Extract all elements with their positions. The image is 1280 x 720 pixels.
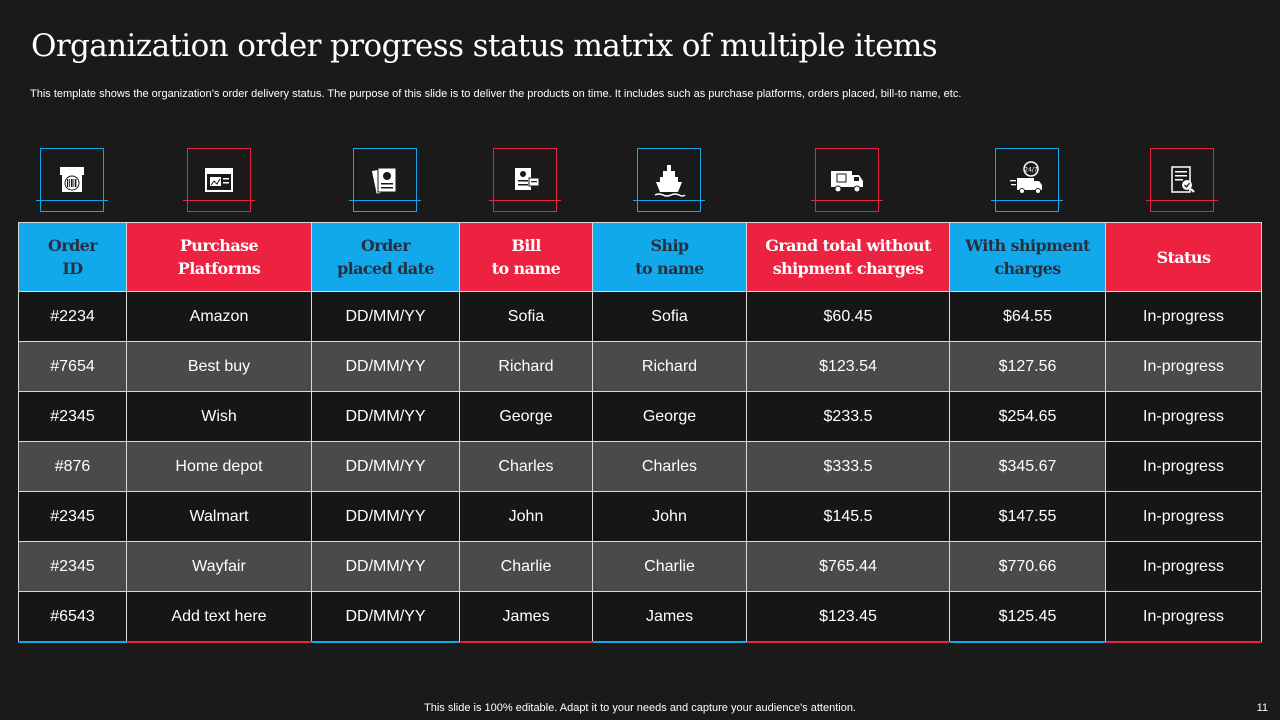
table-row: #2345 Wish DD/MM/YY George George $233.5… xyxy=(18,391,1262,442)
cell-bill-to: Richard xyxy=(459,341,593,392)
cell-grand-total: $765.44 xyxy=(746,541,950,592)
cell-status: In-progress xyxy=(1105,541,1262,592)
cell-grand-total: $145.5 xyxy=(746,491,950,542)
cell-ship-to: Sofia xyxy=(592,291,747,342)
cell-order-id: #2345 xyxy=(18,541,127,592)
cell-order-id: #2234 xyxy=(18,291,127,342)
cell-bill-to: Charles xyxy=(459,441,593,492)
icon-box-bill-to-name xyxy=(489,148,561,212)
order-documents-icon xyxy=(371,167,397,194)
slide-subtitle: This template shows the organization’s o… xyxy=(30,88,962,100)
page-number: 11 xyxy=(1256,702,1268,714)
cell-date: DD/MM/YY xyxy=(311,341,460,392)
header-bill-to-name: Bill to name xyxy=(459,222,593,292)
cell-platform: Home depot xyxy=(126,441,312,492)
cell-with-shipment: $770.66 xyxy=(949,541,1106,592)
barcode-box-icon xyxy=(60,167,84,192)
header-with-shipment: With shipment charges xyxy=(949,222,1106,292)
header-purchase-platforms: Purchase Platforms xyxy=(126,222,312,292)
cell-platform: Add text here xyxy=(126,591,312,643)
cargo-ship-icon xyxy=(654,165,686,197)
table-row: #2234 Amazon DD/MM/YY Sofia Sofia $60.45… xyxy=(18,291,1262,342)
browser-window-icon xyxy=(205,168,233,192)
cell-status: In-progress xyxy=(1105,591,1262,643)
cell-platform: Amazon xyxy=(126,291,312,342)
cell-date: DD/MM/YY xyxy=(311,391,460,442)
header-order-placed-date: Order placed date xyxy=(311,222,460,292)
cell-platform: Best buy xyxy=(126,341,312,392)
cell-bill-to: Sofia xyxy=(459,291,593,342)
cell-platform: Walmart xyxy=(126,491,312,542)
icon-box-grand-total xyxy=(811,148,883,212)
cell-status: In-progress xyxy=(1105,391,1262,442)
cell-with-shipment: $64.55 xyxy=(949,291,1106,342)
cell-date: DD/MM/YY xyxy=(311,291,460,342)
cell-with-shipment: $125.45 xyxy=(949,591,1106,643)
cell-status: In-progress xyxy=(1105,291,1262,342)
slide-title: Organization order progress status matri… xyxy=(31,28,938,64)
icon-box-order-placed-date xyxy=(349,148,421,212)
table-row: #2345 Wayfair DD/MM/YY Charlie Charlie $… xyxy=(18,541,1262,592)
cell-status: In-progress xyxy=(1105,441,1262,492)
table-row: #7654 Best buy DD/MM/YY Richard Richard … xyxy=(18,341,1262,392)
icon-box-purchase-platforms xyxy=(183,148,255,212)
table-row: #2345 Walmart DD/MM/YY John John $145.5 … xyxy=(18,491,1262,542)
truck-24-7-icon: 24/7 xyxy=(1010,161,1042,194)
cell-grand-total: $123.45 xyxy=(746,591,950,643)
cell-bill-to: Charlie xyxy=(459,541,593,592)
cell-with-shipment: $127.56 xyxy=(949,341,1106,392)
cell-with-shipment: $254.65 xyxy=(949,391,1106,442)
cell-ship-to: George xyxy=(592,391,747,442)
cell-date: DD/MM/YY xyxy=(311,591,460,643)
bill-card-icon xyxy=(515,168,540,190)
cell-bill-to: John xyxy=(459,491,593,542)
cell-status: In-progress xyxy=(1105,491,1262,542)
cell-date: DD/MM/YY xyxy=(311,541,460,592)
cell-grand-total: $333.5 xyxy=(746,441,950,492)
cell-order-id: #2345 xyxy=(18,391,127,442)
cell-grand-total: $123.54 xyxy=(746,341,950,392)
cell-date: DD/MM/YY xyxy=(311,441,460,492)
status-check-document-icon xyxy=(1171,166,1195,193)
cell-order-id: #876 xyxy=(18,441,127,492)
table-header-row: Order ID Purchase Platforms Order placed da… xyxy=(18,222,1262,292)
cell-ship-to: Richard xyxy=(592,341,747,392)
cell-platform: Wish xyxy=(126,391,312,442)
icon-box-ship-to-name xyxy=(633,148,705,212)
cell-bill-to: George xyxy=(459,391,593,442)
order-status-table: Order ID Purchase Platforms Order placed da… xyxy=(18,222,1262,643)
header-status: Status xyxy=(1105,222,1262,292)
slide-footer: This slide is 100% editable. Adapt it to… xyxy=(424,702,856,714)
header-order-id: Order ID xyxy=(18,222,127,292)
svg-text:24/7: 24/7 xyxy=(1024,167,1038,174)
icon-box-order-id xyxy=(36,148,108,212)
table-row: #876 Home depot DD/MM/YY Charles Charles… xyxy=(18,441,1262,492)
cell-order-id: #6543 xyxy=(18,591,127,643)
cell-order-id: #7654 xyxy=(18,341,127,392)
cell-ship-to: Charlie xyxy=(592,541,747,592)
cell-with-shipment: $147.55 xyxy=(949,491,1106,542)
icon-box-with-shipment: 24/7 xyxy=(991,148,1063,212)
cell-grand-total: $60.45 xyxy=(746,291,950,342)
cell-status: In-progress xyxy=(1105,341,1262,392)
header-ship-to-name: Ship to name xyxy=(592,222,747,292)
cell-bill-to: James xyxy=(459,591,593,643)
cell-ship-to: Charles xyxy=(592,441,747,492)
table-row: #6543 Add text here DD/MM/YY James James… xyxy=(18,591,1262,643)
cell-platform: Wayfair xyxy=(126,541,312,592)
cell-ship-to: James xyxy=(592,591,747,643)
cell-date: DD/MM/YY xyxy=(311,491,460,542)
cell-with-shipment: $345.67 xyxy=(949,441,1106,492)
cell-order-id: #2345 xyxy=(18,491,127,542)
cell-grand-total: $233.5 xyxy=(746,391,950,442)
delivery-truck-icon xyxy=(831,171,863,193)
header-grand-total: Grand total without shipment charges xyxy=(746,222,950,292)
icon-box-status xyxy=(1146,148,1218,212)
cell-ship-to: John xyxy=(592,491,747,542)
